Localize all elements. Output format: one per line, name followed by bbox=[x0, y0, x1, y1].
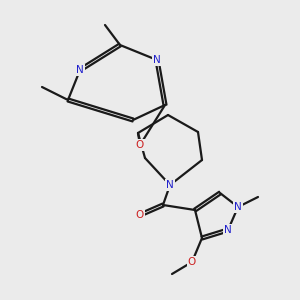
Text: N: N bbox=[76, 65, 84, 75]
Text: N: N bbox=[153, 55, 161, 65]
Text: O: O bbox=[188, 257, 196, 267]
Text: N: N bbox=[166, 180, 174, 190]
Text: N: N bbox=[234, 202, 242, 212]
Text: N: N bbox=[224, 225, 232, 235]
Text: O: O bbox=[136, 210, 144, 220]
Text: O: O bbox=[136, 140, 144, 150]
